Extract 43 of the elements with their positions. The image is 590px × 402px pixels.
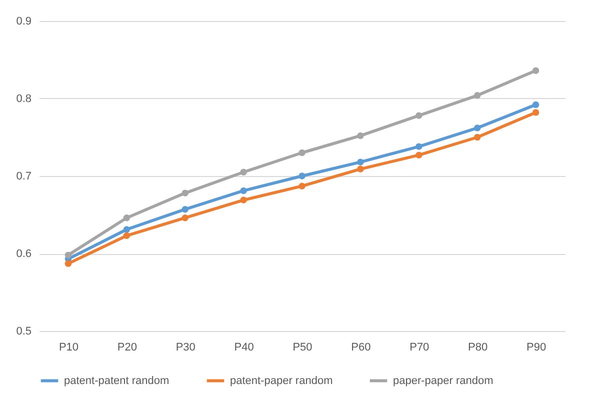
point (298, 172, 306, 180)
y-tick-label: 0.6 (16, 248, 32, 260)
point (298, 149, 306, 156)
point (474, 124, 481, 132)
point (416, 143, 422, 150)
point (532, 109, 540, 116)
point (474, 92, 481, 99)
point (123, 232, 130, 240)
point (357, 166, 364, 172)
y-tick-label: 0.9 (16, 16, 32, 28)
point (240, 196, 247, 204)
point (416, 152, 422, 158)
x-tick-label: P70 (410, 342, 430, 354)
point (357, 158, 364, 166)
point (240, 187, 247, 194)
point (64, 252, 72, 258)
x-tick-label: P40 (234, 342, 254, 354)
point (123, 214, 130, 222)
point (64, 260, 72, 267)
legend-label: paper-paper random (393, 374, 494, 387)
x-tick-label: P60 (351, 342, 371, 354)
x-tick-label: P90 (526, 342, 546, 354)
point (182, 214, 188, 222)
x-tick-label: P20 (117, 342, 137, 354)
x-tick-label: P50 (292, 342, 312, 354)
y-tick-label: 0.8 (16, 93, 32, 105)
point (416, 112, 422, 119)
x-tick-label: P80 (468, 342, 488, 354)
legend-label: patent-paper random (230, 374, 333, 387)
point (182, 190, 188, 196)
point (474, 134, 481, 141)
point (532, 67, 540, 74)
y-tick-label: 0.5 (16, 326, 32, 338)
legend-label: patent-patent random (64, 374, 170, 387)
x-tick-label: P10 (58, 342, 79, 354)
point (240, 168, 247, 176)
point (357, 132, 364, 140)
point (298, 182, 306, 190)
point (532, 101, 540, 108)
point (182, 206, 188, 213)
x-tick-label: P30 (176, 342, 196, 354)
point (123, 226, 130, 233)
y-tick-label: 0.7 (16, 170, 32, 182)
